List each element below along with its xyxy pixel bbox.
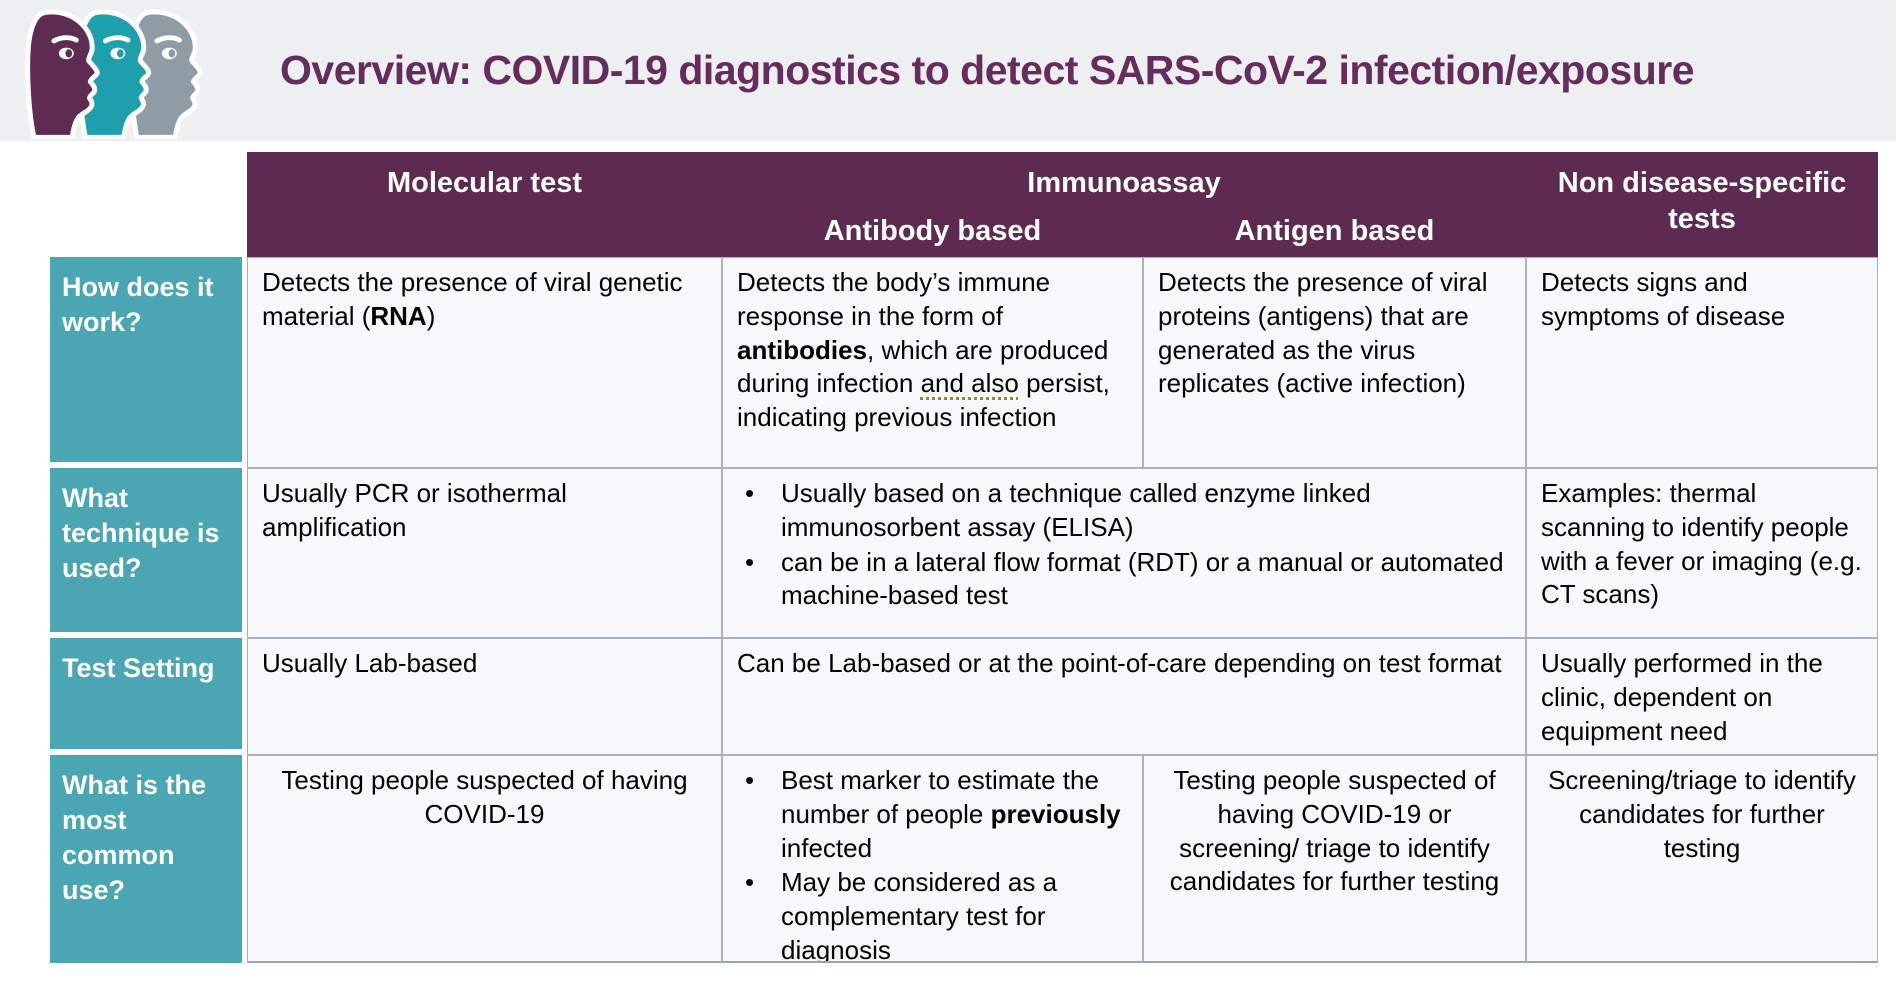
row-header-common-use: What is the most common use? — [50, 755, 247, 963]
bullet-list: Best marker to estimate the number of pe… — [737, 764, 1128, 961]
cell-text: infected — [781, 832, 873, 863]
three-faces-logo-icon — [25, 9, 203, 139]
slide-banner: Overview: COVID-19 diagnostics to detect… — [0, 0, 1896, 141]
cell-use-antigen: Testing people suspected of having COVID… — [1143, 755, 1526, 963]
row-header-what-technique: What technique is used? — [50, 468, 247, 638]
cell-setting-molecular: Usually Lab-based — [247, 638, 722, 755]
bullet-item: May be considered as a complementary tes… — [737, 866, 1128, 961]
grammar-underlined-text: and also — [920, 368, 1019, 399]
column-subheader-antibody-based: Antibody based — [823, 215, 1042, 247]
cell-how-antibody: Detects the body’s immune response in th… — [722, 257, 1143, 468]
diagnostics-table: Molecular test Immunoassay Non disease-s… — [50, 152, 1878, 963]
column-header-molecular-test: Molecular test — [387, 167, 582, 199]
cell-use-antibody: Best marker to estimate the number of pe… — [722, 755, 1143, 963]
cell-how-antigen: Detects the presence of viral proteins (… — [1143, 257, 1526, 468]
column-header-non-disease-specific: Non disease-specific tests — [1557, 167, 1847, 236]
cell-text: Detects the presence of viral genetic ma… — [262, 267, 683, 331]
cell-setting-non-disease: Usually performed in the clinic, depende… — [1526, 638, 1878, 755]
column-header-immunoassay: Immunoassay — [1027, 167, 1221, 199]
cell-text: , which are produced during infection — [737, 334, 1109, 399]
cell-text: persist, indicating previous infection — [737, 368, 1110, 433]
row-header-test-setting: Test Setting — [50, 638, 247, 755]
cell-text-bold: RNA — [370, 300, 427, 331]
cell-text: Best marker to estimate the number of pe… — [781, 765, 1099, 829]
cell-how-molecular: Detects the presence of viral genetic ma… — [247, 257, 722, 468]
cell-how-non-disease: Detects signs and symptoms of disease — [1526, 257, 1878, 468]
cell-use-molecular: Testing people suspected of having COVID… — [247, 755, 722, 963]
column-subheader-antigen-based: Antigen based — [1234, 215, 1435, 247]
table-header-band: Molecular test Immunoassay Non disease-s… — [247, 152, 1878, 257]
cell-use-non-disease: Screening/triage to identify candidates … — [1526, 755, 1878, 963]
cell-text: Detects the body’s immune response in th… — [737, 267, 1051, 331]
cell-technique-non-disease: Examples: thermal scanning to identify p… — [1526, 468, 1878, 638]
row-header-how-does-it-work: How does it work? — [50, 257, 247, 468]
cell-technique-molecular: Usually PCR or isothermal amplification — [247, 468, 722, 638]
page-title: Overview: COVID-19 diagnostics to detect… — [280, 47, 1695, 93]
bullet-list: Usually based on a technique called enzy… — [737, 477, 1511, 613]
bullet-item: can be in a lateral flow format (RDT) or… — [737, 546, 1511, 614]
cell-technique-immunoassay: Usually based on a technique called enzy… — [722, 468, 1526, 638]
bullet-item: Best marker to estimate the number of pe… — [737, 764, 1128, 865]
cell-text-bold: previously — [990, 798, 1121, 829]
cell-text-bold: antibodies — [737, 334, 868, 365]
cell-setting-immunoassay: Can be Lab-based or at the point-of-care… — [722, 638, 1526, 755]
cell-text: ) — [426, 300, 436, 331]
bullet-item: Usually based on a technique called enzy… — [737, 477, 1511, 545]
